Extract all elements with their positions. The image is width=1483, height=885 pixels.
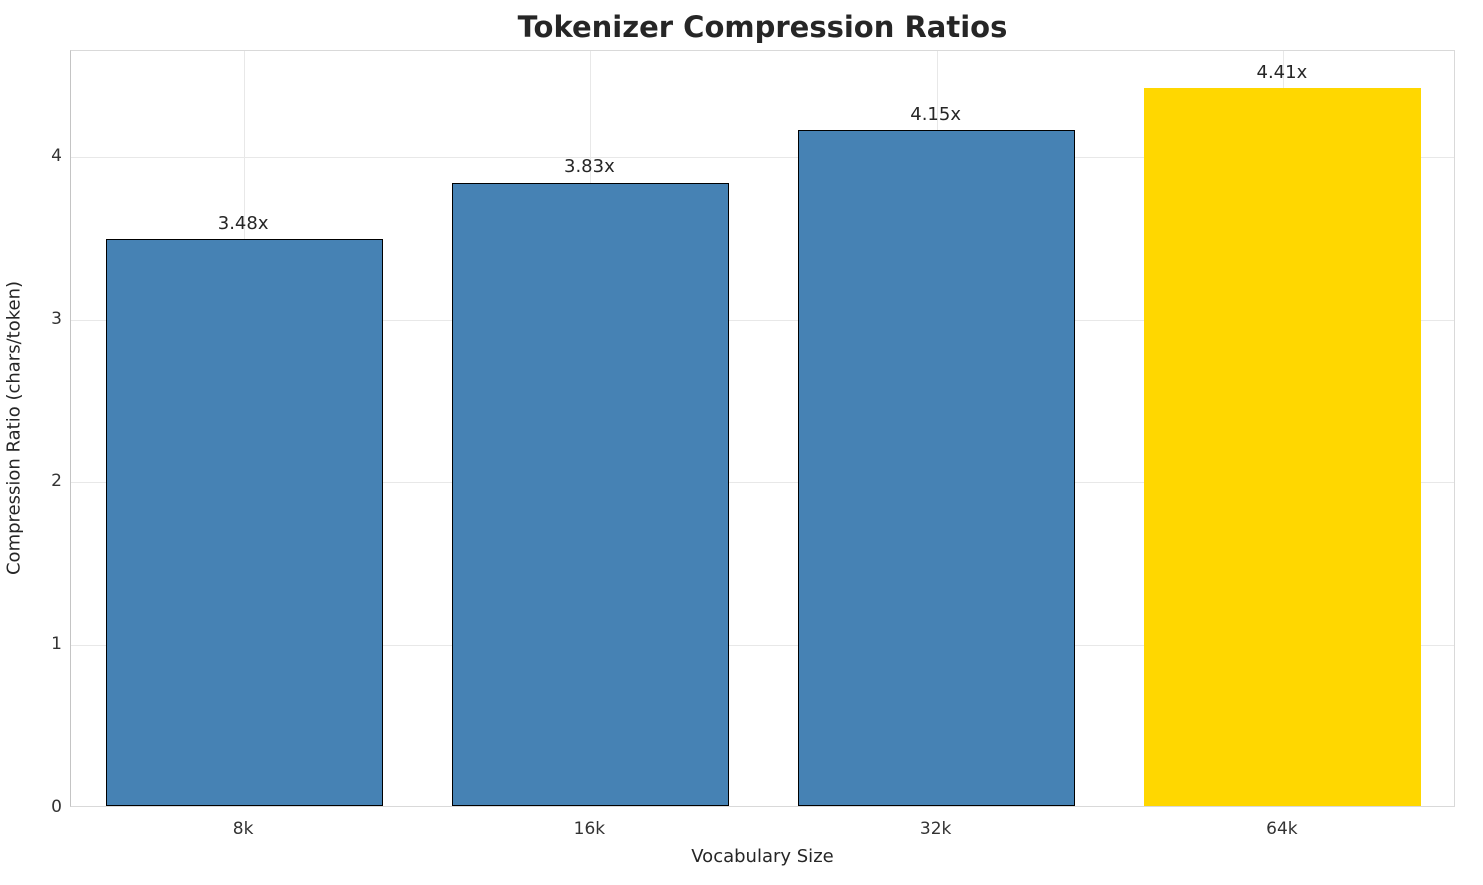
gridline-horizontal [71,482,1454,484]
bar-16k [451,182,729,806]
bar-8k [105,239,383,806]
y-tick-label: 1 [51,634,62,655]
plot-area [70,50,1455,807]
y-tick-label: 0 [51,797,62,817]
gridline-horizontal [71,319,1454,321]
x-tick-label: 64k [1266,819,1298,839]
y-tick-label: 3 [51,308,62,329]
x-tick-label: 16k [573,819,606,839]
bar-value-label: 3.83x [564,156,615,178]
x-tick-label: 32k [919,819,952,839]
x-axis-label: Vocabulary Size [691,846,834,867]
y-tick-label: 4 [51,145,62,166]
gridline-horizontal [71,645,1454,647]
bar-value-label: 3.48x [217,213,269,235]
bar-64k [1144,88,1422,806]
chart-title: Tokenizer Compression Ratios [517,10,1008,44]
bar-32k [798,130,1076,806]
gridline-horizontal [71,156,1454,158]
y-axis-label: Compression Ratio (chars/token) [3,280,25,576]
x-tick-label: 8k [232,819,254,839]
bar-value-label: 4.15x [910,104,961,126]
y-tick-label: 2 [51,471,62,492]
bar-value-label: 4.41x [1256,62,1308,84]
